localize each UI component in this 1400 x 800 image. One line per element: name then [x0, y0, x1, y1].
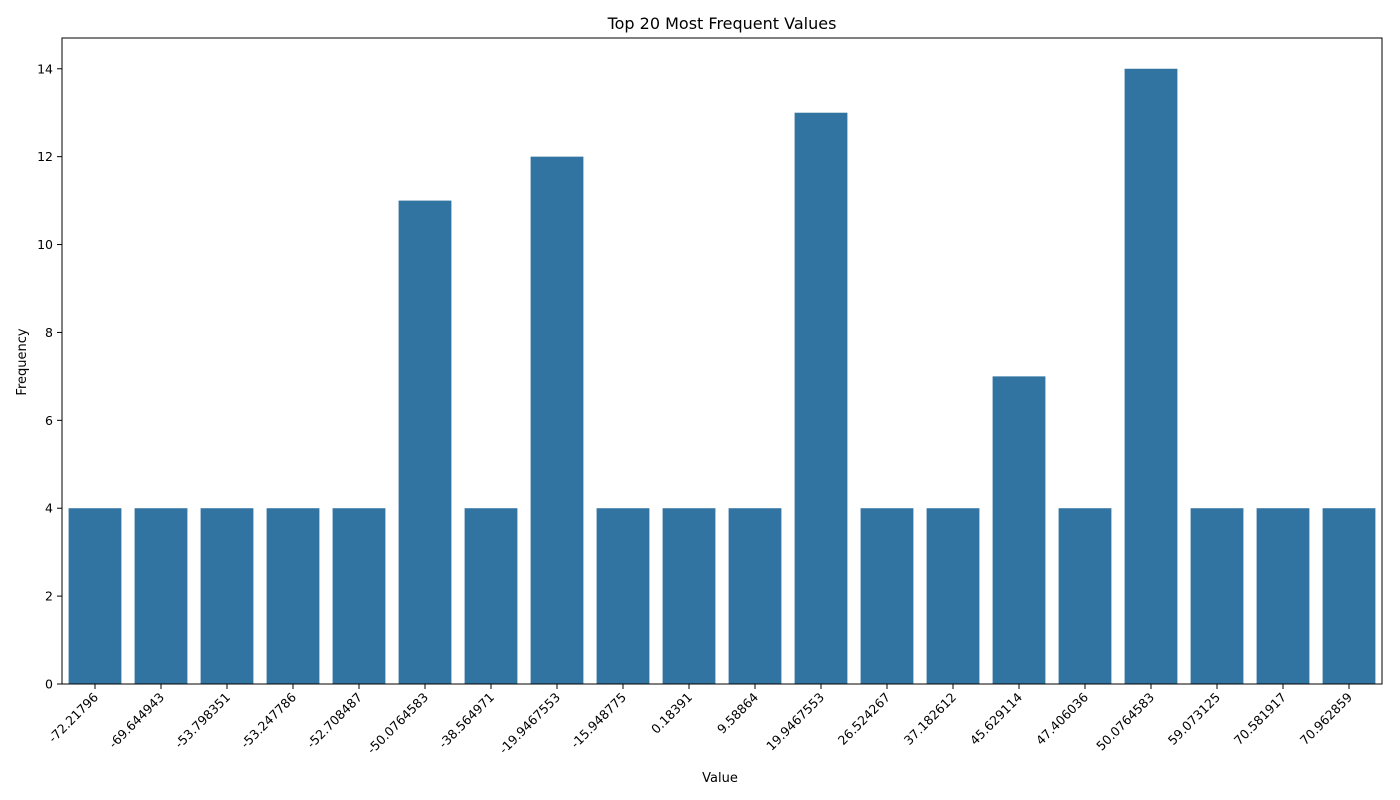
x-tick-label: 9.58864: [714, 689, 761, 736]
x-tick-label: 37.182612: [901, 690, 959, 748]
bar: [926, 508, 980, 684]
bar: [464, 508, 518, 684]
bar: [860, 508, 914, 684]
x-tick-label: 19.9467553: [763, 690, 827, 754]
bar: [398, 200, 452, 684]
bar: [794, 112, 848, 684]
x-axis: -72.21796 -69.644943 -53.798351 -53.247786-…: [45, 684, 1355, 757]
x-tick-label: 47.406036: [1033, 689, 1091, 747]
x-tick-label: -69.644943: [106, 690, 168, 752]
x-tick-label: -53.247786: [238, 689, 300, 751]
x-tick-label: 0.18391: [648, 690, 695, 737]
x-axis-label: Value: [702, 771, 738, 786]
x-tick-label: 59.073125: [1165, 690, 1223, 748]
y-tick-label: 4: [45, 501, 53, 516]
x-tick-label: 50.0764583: [1093, 690, 1157, 754]
bar: [1190, 508, 1244, 684]
x-tick-label: 70.581917: [1231, 690, 1289, 748]
y-tick-label: 0: [45, 677, 53, 692]
bar: [332, 508, 386, 684]
x-tick-label: -72.21796: [45, 689, 101, 745]
x-tick-label: -38.564971: [436, 690, 498, 752]
x-tick-label: -50.0764583: [364, 690, 431, 757]
y-tick-label: 8: [45, 325, 53, 340]
bar: [1256, 508, 1310, 684]
bar: [596, 508, 650, 684]
bar: [530, 156, 584, 684]
bar: [1058, 508, 1112, 684]
x-tick-label: 45.629114: [967, 689, 1025, 747]
bar: [728, 508, 782, 684]
bar: [200, 508, 254, 684]
bar: [1322, 508, 1376, 684]
plot-frame: [61, 37, 1383, 685]
x-tick-label: -52.708487: [304, 690, 366, 752]
bar: [266, 508, 320, 684]
chart-title: Top 20 Most Frequent Values: [607, 14, 837, 33]
bar: [68, 508, 122, 684]
bar: [662, 508, 716, 684]
x-tick-label: -15.948775: [568, 690, 630, 752]
bars-group: [68, 68, 1376, 684]
y-tick-label: 14: [37, 61, 53, 76]
x-tick-label: 70.962859: [1297, 689, 1355, 747]
bar: [992, 376, 1046, 684]
x-tick-label: -19.9467553: [496, 690, 563, 757]
y-axis: 0 2 4 6 8 10 12 14: [37, 61, 62, 692]
bar: [134, 508, 188, 684]
y-tick-label: 12: [37, 149, 53, 164]
bar: [1124, 68, 1178, 684]
y-tick-label: 2: [45, 589, 53, 604]
y-axis-label: Frequency: [15, 328, 30, 395]
y-tick-label: 6: [45, 413, 53, 428]
x-tick-label: 26.524267: [835, 690, 893, 748]
x-tick-label: -53.798351: [172, 690, 234, 752]
y-tick-label: 10: [37, 237, 53, 252]
